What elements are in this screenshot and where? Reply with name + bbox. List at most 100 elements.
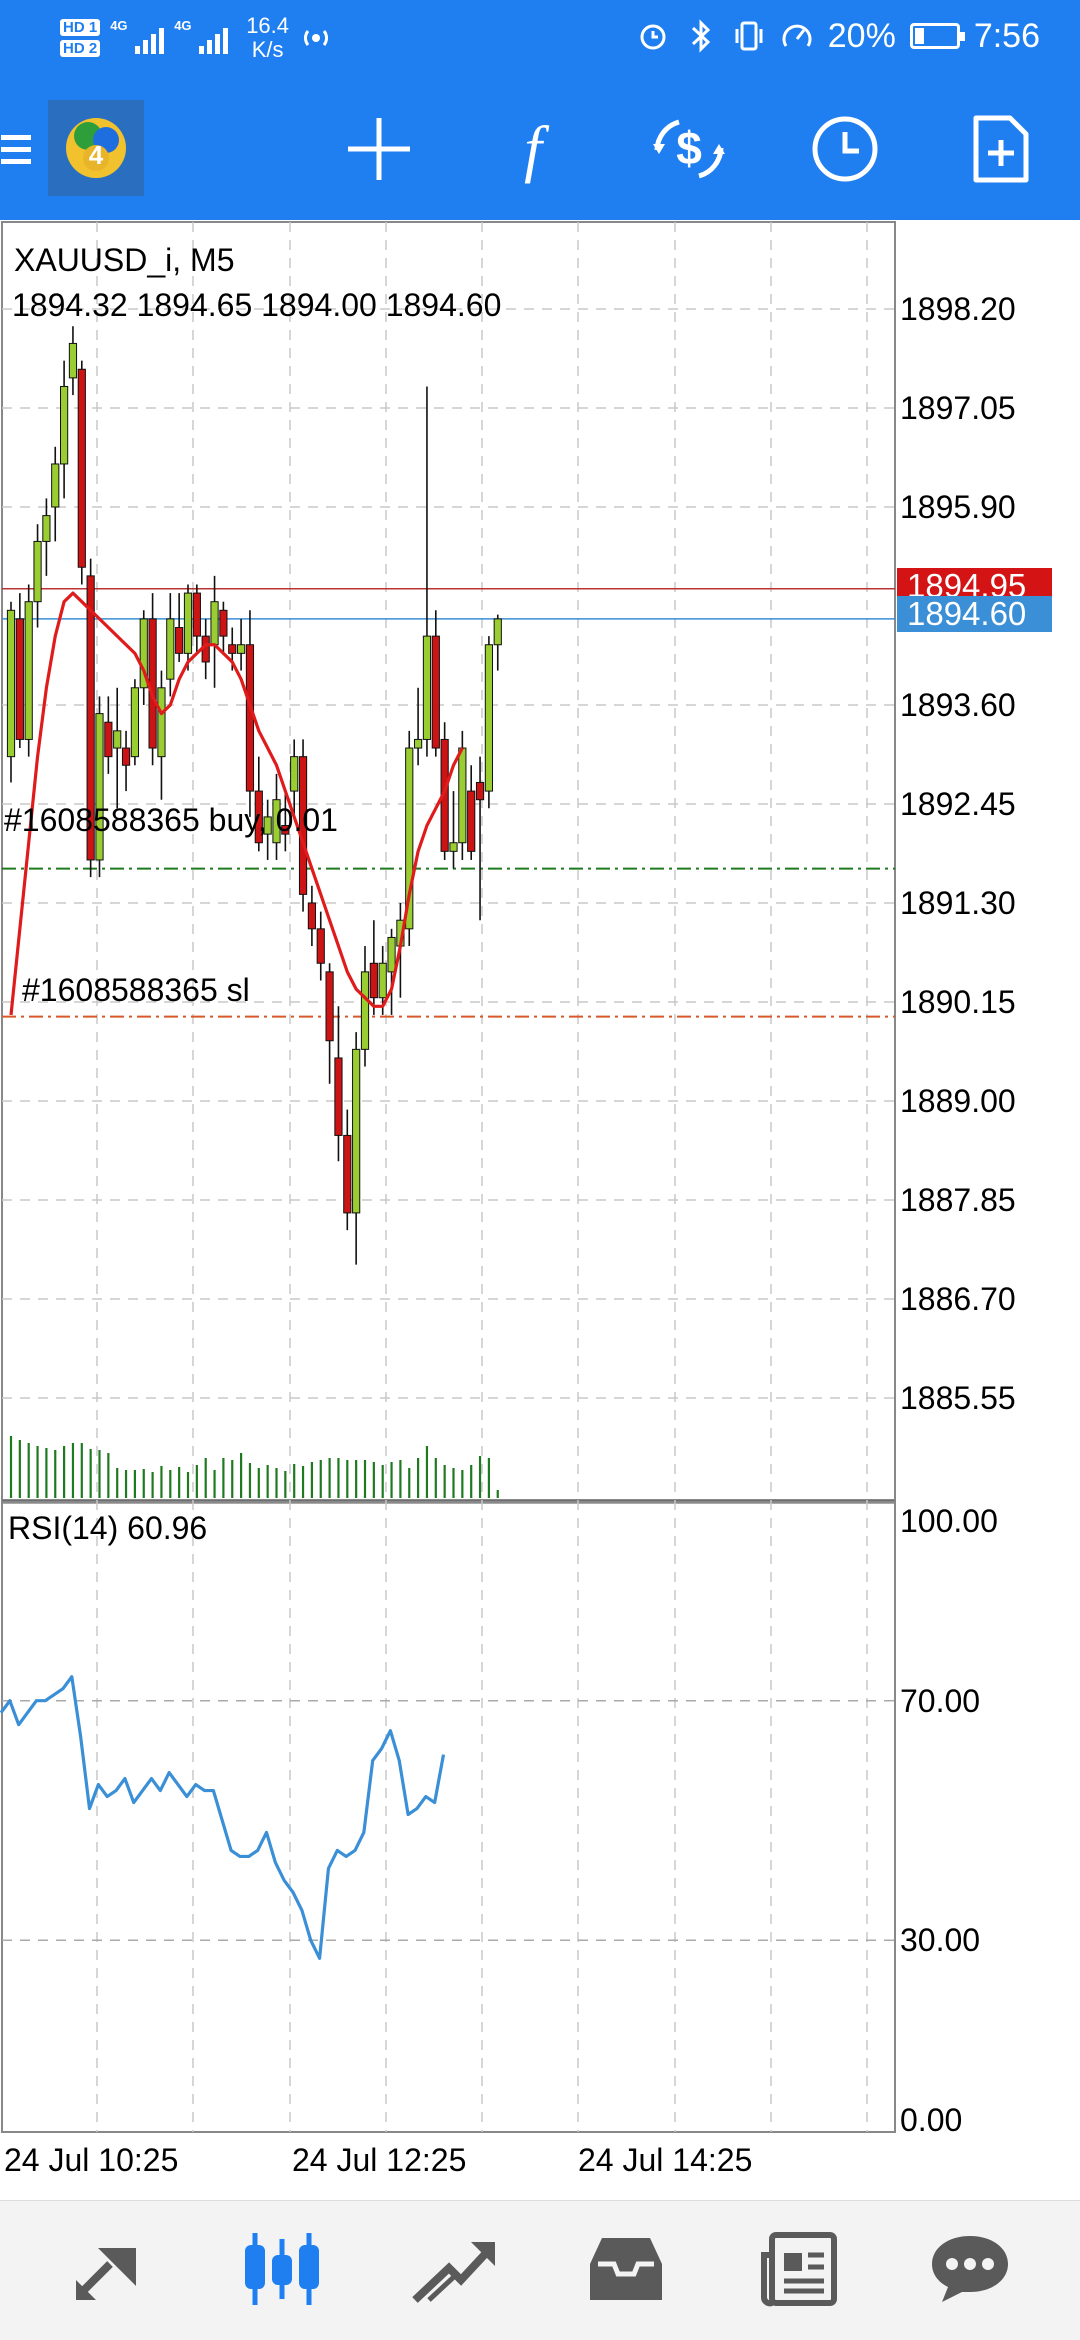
svg-text:$: $ [676,122,702,174]
rsi-tick-label: 70.00 [900,1682,981,1719]
candle-body [228,644,237,654]
candle-body [493,618,502,646]
speed-value: 16.4 [246,13,290,38]
candle-body [387,936,396,973]
bottom-navigation [0,2200,1080,2340]
price-tick-label: 1885.55 [900,1380,1016,1416]
candle-body [281,825,290,835]
candle-body [360,971,370,1050]
bluetooth-icon [684,19,718,53]
candle-body [307,902,316,930]
candle-body [175,627,184,654]
main-plot-frame [1,221,896,1501]
sim1-hd-badge: HD 1 [60,19,101,36]
candle-body [68,342,78,379]
nav-history-icon[interactable] [566,2219,686,2319]
candle-body [298,756,308,895]
menu-icon[interactable] [0,104,48,194]
candle-body [237,644,246,654]
clock-time: 7:56 [973,16,1040,55]
new-order-document-icon[interactable] [956,104,1046,194]
chart-toolbar: 4 f $ [0,72,1080,220]
rsi-label: RSI(14) 60.96 [8,1510,208,1546]
nav-messages-icon[interactable] [910,2219,1030,2319]
candle-body [148,618,157,749]
status-left: HD 1 HD 2 4G 4G 16.4 K/s [60,10,333,66]
svg-text:f: f [524,114,550,184]
candle-body [334,1057,343,1136]
svg-text:4: 4 [89,140,104,170]
candle-body [219,609,228,637]
network1-type: 4G [110,18,128,33]
candle-body [192,592,201,637]
network2-type: 4G [174,18,192,33]
candle-body [113,730,122,749]
nav-news-icon[interactable] [738,2219,858,2319]
signal-sim1-icon: 4G [110,18,165,58]
timeframe-clock-icon[interactable] [800,104,890,194]
candle-body [484,644,493,792]
ohlc-label: 1894.32 1894.65 1894.00 1894.60 [12,287,502,323]
candle-body [272,799,281,844]
candle-body [254,790,263,844]
candle-body [245,644,255,792]
battery-percent: 20% [827,16,896,55]
signal-sim2-icon: 4G [174,18,229,58]
candle-body [121,747,131,766]
candle-body [51,463,60,508]
nav-chart-icon[interactable] [222,2219,342,2319]
candle-body [60,385,69,465]
candle-body [343,1134,352,1214]
candle-body [15,618,24,740]
candle-body [316,928,325,964]
network-speed: 16.4 K/s [246,14,289,62]
candle-body [449,842,458,852]
rsi-line [0,1675,446,1960]
price-tick-label: 1886.70 [900,1281,1016,1317]
candle-body [352,1048,361,1214]
price-tick-label: 1887.85 [900,1182,1016,1218]
nav-trade-icon[interactable] [394,2219,514,2319]
symbol-switch-dollar-icon[interactable]: $ [644,104,734,194]
price-tick-label: 1893.60 [900,687,1016,723]
nav-quotes-icon[interactable] [50,2219,170,2319]
price-tick-label: 1898.20 [900,291,1016,327]
rsi-tick-label: 0.00 [900,2102,963,2138]
candle-body [405,747,414,930]
bid-price-tag: 1894.60 [897,596,1052,632]
moving-average-line [9,591,464,1016]
price-tick-label: 1891.30 [900,885,1016,921]
candle-body [130,687,140,758]
candle-body [422,635,432,740]
data-saver-icon [780,19,814,53]
candle-body [86,575,95,861]
candle-body [369,962,378,999]
hotspot-icon [299,21,333,55]
order-buy-label[interactable]: #1608588365 buy, 0.01 [4,802,338,838]
time-tick-label: 24 Jul 10:25 [4,2142,179,2178]
symbol-timeframe-label: XAUUSD_i, M5 [14,242,235,278]
candle-body [467,790,476,852]
price-tick-label: 1897.05 [900,390,1016,426]
chart-canvas[interactable] [0,220,1080,2200]
candle-body [77,368,86,568]
chart-area[interactable]: XAUUSD_i, M5 1894.32 1894.65 1894.00 189… [0,220,1080,2200]
status-bar: HD 1 HD 2 4G 4G 16.4 K/s 2 [0,0,1080,72]
time-tick-label: 24 Jul 14:25 [578,2142,753,2178]
battery-icon [909,23,965,49]
speed-unit: K/s [251,37,284,62]
candle-body [475,781,485,801]
time-tick-label: 24 Jul 12:25 [292,2142,467,2178]
candle-body [183,592,193,654]
crosshair-icon[interactable] [334,104,424,194]
candle-body [24,601,33,740]
alarm-icon [636,19,670,53]
candle-body [210,601,219,646]
candle-body [33,540,42,603]
sim2-hd-badge: HD 2 [60,40,101,57]
candle-body [414,738,423,749]
candle-body [378,962,387,999]
order-sl-label[interactable]: #1608588365 sl [22,972,250,1008]
metatrader-logo-icon[interactable]: 4 [48,100,144,196]
indicators-f-icon[interactable]: f [488,104,578,194]
